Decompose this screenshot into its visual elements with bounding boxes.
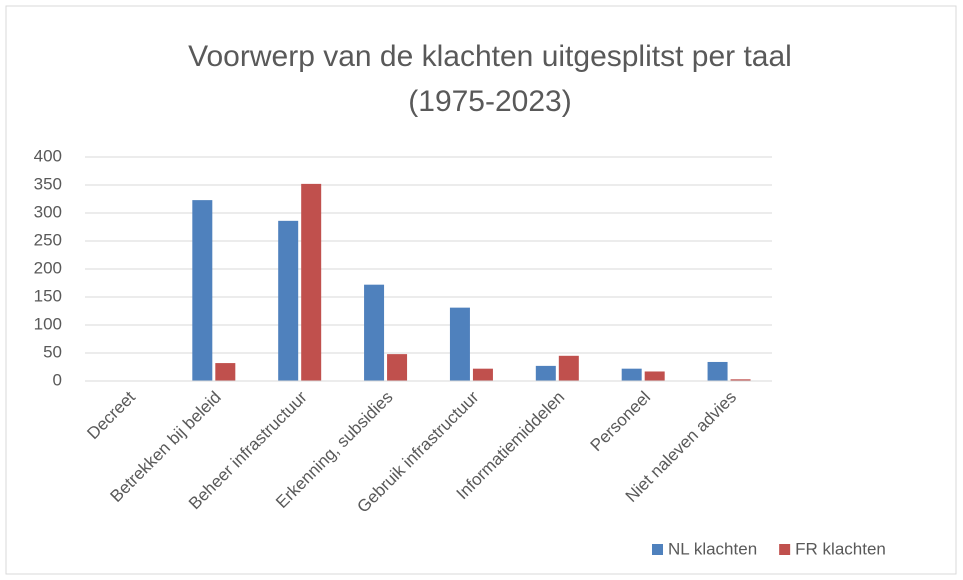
bar	[558, 355, 579, 381]
bar	[192, 200, 213, 381]
bar	[301, 183, 322, 381]
bar	[278, 220, 299, 381]
bar	[535, 365, 556, 381]
legend-swatch	[779, 544, 791, 555]
chart-subtitle: (1975-2023)	[408, 85, 571, 118]
legend-swatch	[652, 544, 663, 555]
bar	[215, 363, 236, 381]
y-tick-label: 150	[34, 286, 62, 305]
bar	[644, 371, 665, 381]
bar	[730, 379, 751, 381]
y-tick-label: 300	[34, 202, 62, 221]
bar	[387, 354, 408, 381]
bar	[707, 361, 728, 381]
chart-title: Voorwerp van de klachten uitgesplitst pe…	[188, 40, 792, 73]
bar	[449, 307, 470, 381]
y-tick-label: 100	[34, 314, 62, 333]
bar	[364, 284, 385, 381]
y-tick-label: 200	[34, 258, 62, 277]
chart-border	[5, 5, 957, 575]
legend-label: FR klachten	[795, 539, 886, 558]
legend-label: NL klachten	[668, 539, 757, 558]
y-tick-label: 250	[34, 230, 62, 249]
bar	[472, 368, 493, 381]
y-tick-label: 400	[34, 146, 62, 165]
y-tick-label: 0	[53, 370, 62, 389]
y-tick-label: 350	[34, 174, 62, 193]
bar	[621, 368, 642, 381]
y-tick-label: 50	[43, 342, 62, 361]
